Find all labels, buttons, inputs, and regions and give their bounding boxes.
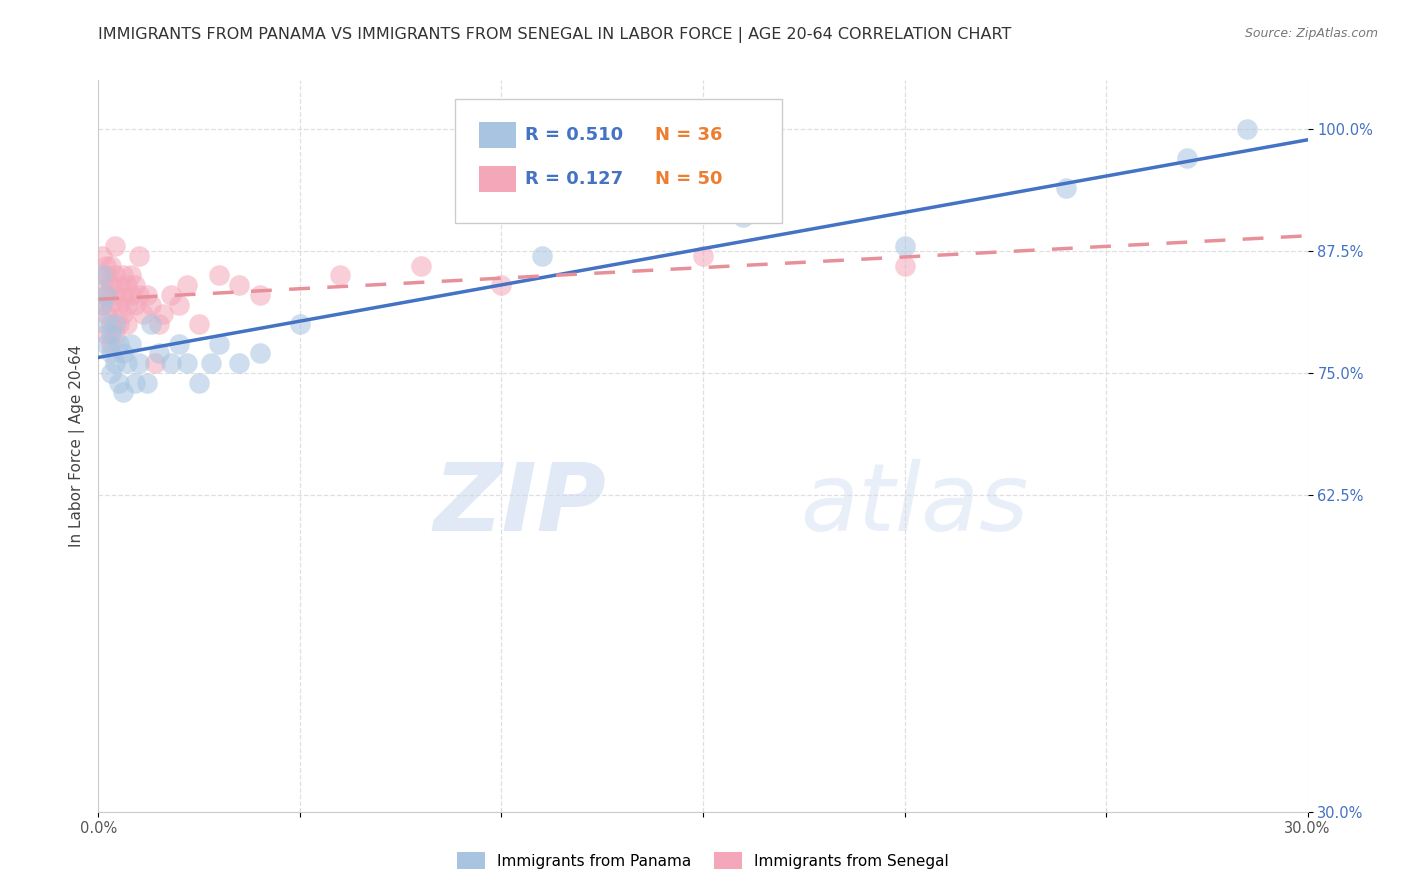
Point [1236,122,1258,136]
Point [111,385,134,400]
Point [103,356,125,370]
Point [91,297,114,311]
Point [148,346,170,360]
Text: Source: ZipAtlas.com: Source: ZipAtlas.com [1244,27,1378,40]
Point [107,317,129,331]
Point [96,326,118,341]
Point [103,317,125,331]
Text: R = 0.510: R = 0.510 [526,126,623,145]
Text: IMMIGRANTS FROM PANAMA VS IMMIGRANTS FROM SENEGAL IN LABOR FORCE | AGE 20-64 COR: IMMIGRANTS FROM PANAMA VS IMMIGRANTS FRO… [98,27,1012,43]
Point [103,326,125,341]
Text: atlas: atlas [800,459,1028,550]
Point [491,278,513,293]
Point [100,317,122,331]
Point [160,288,183,302]
Point [111,268,134,283]
Point [249,288,271,302]
FancyBboxPatch shape [456,99,782,223]
Point [107,376,129,390]
Point [692,249,714,263]
Point [107,297,129,311]
Point [200,356,222,370]
Point [228,356,250,370]
Point [128,356,150,370]
Point [132,307,155,321]
Point [1054,180,1077,194]
Point [91,278,114,293]
Point [100,297,122,311]
Y-axis label: In Labor Force | Age 20-64: In Labor Force | Age 20-64 [69,345,84,547]
Point [103,268,125,283]
Point [208,336,231,351]
Point [893,259,915,273]
Point [128,249,150,263]
Point [188,376,211,390]
Point [208,268,231,283]
Text: ZIP: ZIP [433,458,606,550]
Point [120,268,142,283]
Point [176,356,198,370]
Point [139,317,162,331]
Point [124,297,146,311]
Point [115,356,138,370]
Point [288,317,311,331]
Point [329,268,352,283]
Point [107,278,129,293]
Point [100,336,122,351]
Point [100,259,122,273]
Text: N = 50: N = 50 [655,170,723,188]
Point [160,356,183,370]
Point [409,259,432,273]
Point [128,288,150,302]
Point [120,336,142,351]
Point [135,376,157,390]
Point [96,288,118,302]
Point [100,326,122,341]
Point [100,366,122,380]
Point [530,249,553,263]
Point [733,210,755,224]
Point [148,317,170,331]
Point [124,376,146,390]
Point [176,278,198,293]
Point [91,249,114,263]
Bar [479,122,516,148]
Point [139,297,162,311]
Point [120,288,142,302]
Text: R = 0.127: R = 0.127 [526,170,623,188]
Point [143,356,166,370]
Point [249,346,271,360]
Point [152,307,174,321]
Point [96,259,118,273]
Point [115,297,138,311]
Point [228,278,250,293]
Point [91,268,114,283]
Point [100,278,122,293]
Point [96,288,118,302]
Point [96,268,118,283]
Point [135,288,157,302]
Point [188,317,211,331]
Point [96,317,118,331]
Point [893,239,915,253]
Point [115,317,138,331]
Point [103,239,125,253]
Point [91,297,114,311]
Point [111,288,134,302]
Point [1175,151,1198,165]
Point [103,288,125,302]
Point [167,297,190,311]
Bar [479,166,516,192]
Legend: Immigrants from Panama, Immigrants from Senegal: Immigrants from Panama, Immigrants from … [451,846,955,875]
Point [111,307,134,321]
Point [111,346,134,360]
Point [167,336,190,351]
Point [107,336,129,351]
Text: N = 36: N = 36 [655,126,723,145]
Point [115,278,138,293]
Point [100,346,122,360]
Point [124,278,146,293]
Point [96,307,118,321]
Point [96,336,118,351]
